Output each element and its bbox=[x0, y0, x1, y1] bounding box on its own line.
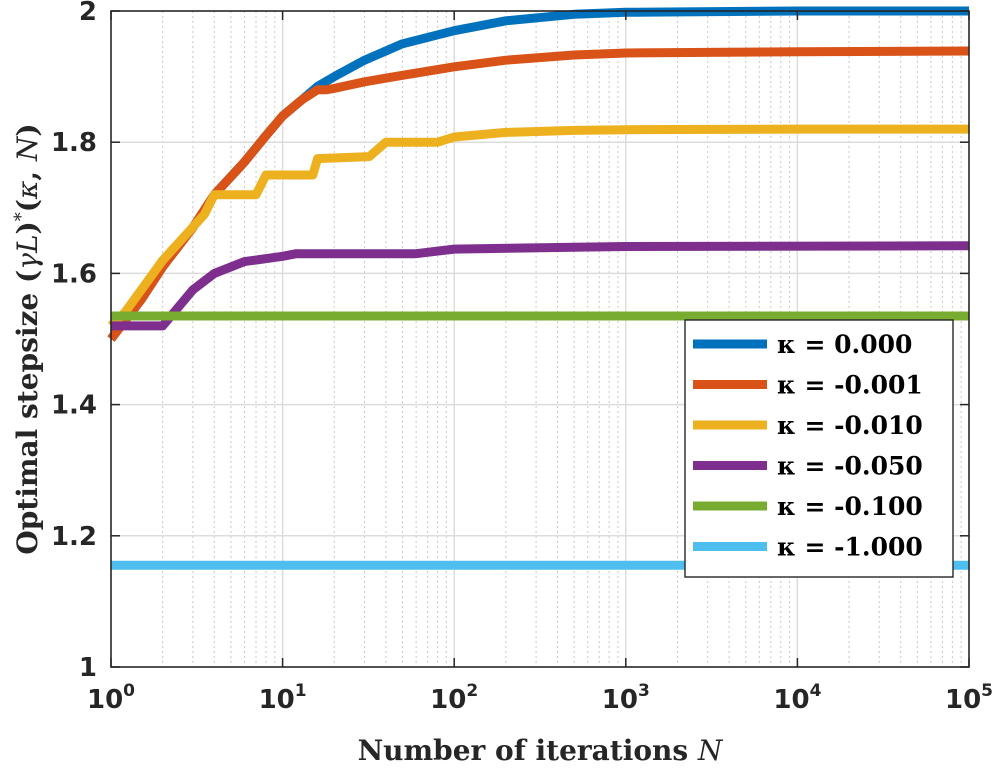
y-tick-label: 1.4 bbox=[51, 391, 97, 421]
x-tick-label: 100 bbox=[87, 681, 135, 715]
y-tick-label: 2 bbox=[79, 0, 97, 27]
x-tick-label: 101 bbox=[259, 681, 307, 715]
legend-label-1: κ = -0.001 bbox=[777, 371, 923, 400]
axis-ticks: 100 101 102 103 104 105 1 1.2 1.4 1.6 1.8 2 bbox=[51, 0, 993, 715]
series-line-2 bbox=[107, 124, 969, 330]
axes-box bbox=[110, 10, 970, 668]
x-tick-label: 105 bbox=[945, 681, 993, 715]
y-tick-label: 1 bbox=[79, 653, 97, 683]
x-tick-label: 104 bbox=[773, 681, 821, 715]
x-tick-label: 102 bbox=[430, 681, 478, 715]
y-tick-label: 1.8 bbox=[51, 128, 97, 158]
legend-box bbox=[684, 319, 954, 578]
y-tick-label: 1.2 bbox=[51, 522, 97, 552]
legend-label-2: κ = -0.010 bbox=[777, 411, 923, 440]
series-line-3 bbox=[111, 241, 970, 331]
legend-label-0: κ = 0.000 bbox=[777, 330, 912, 359]
legend: κ = 0.000 κ = -0.001 κ = -0.010 κ = -0.050 κ… bbox=[684, 319, 954, 578]
legend-label-4: κ = -0.100 bbox=[777, 492, 923, 521]
y-tick-label: 1.6 bbox=[51, 259, 97, 289]
legend-label-3: κ = -0.050 bbox=[777, 452, 923, 481]
y-axis-label: Optimal stepsize (γL)*(κ, N) bbox=[11, 123, 45, 554]
legend-label-5: κ = -1.000 bbox=[777, 533, 923, 562]
x-tick-label: 103 bbox=[602, 681, 650, 715]
x-axis-label: Number of iterations N bbox=[358, 734, 724, 767]
